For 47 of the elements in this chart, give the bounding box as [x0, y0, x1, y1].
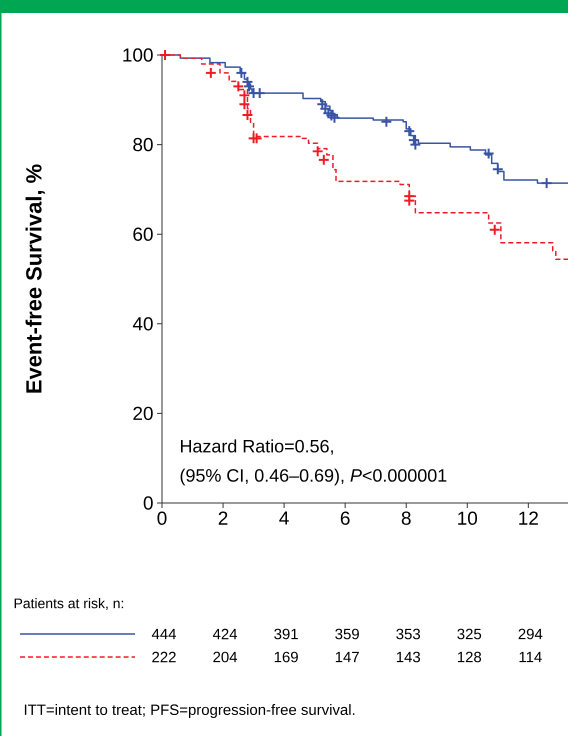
y-tick-label: 40	[132, 317, 153, 330]
point	[488, 224, 501, 236]
text: 143	[396, 652, 420, 662]
point	[204, 66, 217, 79]
point	[254, 87, 266, 100]
text: 424	[212, 628, 238, 640]
point	[241, 109, 254, 122]
x-tick-label: 6	[340, 511, 350, 525]
annotation: Hazard Ratio=0.56,	[180, 439, 333, 455]
text: 353	[396, 628, 420, 640]
y-tick-label: 100	[123, 48, 153, 62]
point	[250, 132, 263, 144]
text: 169	[274, 652, 298, 662]
x-tick-label: 8	[402, 511, 411, 525]
text: 359	[335, 628, 359, 640]
point	[482, 148, 495, 160]
point	[380, 116, 392, 128]
x-tick-label: 2	[218, 511, 228, 525]
y-axis-title: Event-free Survival, %	[26, 164, 45, 393]
text: 147	[336, 652, 359, 662]
y-tick-label: 80	[133, 138, 153, 152]
text: 204	[213, 652, 238, 662]
y-tick-label: 0	[144, 496, 153, 510]
point	[492, 163, 504, 176]
point	[235, 66, 248, 79]
annotation: (95% CI, 0.46–0.69), P<0.000001	[180, 468, 446, 486]
x-tick-label: 12	[519, 511, 538, 525]
point	[159, 49, 172, 61]
text: ITT=intent to treat; PFS=progression-free survival.	[24, 704, 354, 718]
y-tick-label: 60	[133, 227, 153, 241]
y-tick-label: 20	[133, 406, 153, 420]
text: 294	[518, 628, 542, 640]
text: 114	[520, 652, 542, 662]
text: 128	[458, 652, 482, 662]
x-tick-label: 4	[279, 512, 289, 525]
text: Patients at risk, n:	[14, 598, 124, 610]
text: 222	[152, 652, 176, 662]
text: 444	[152, 628, 176, 640]
point	[403, 125, 416, 138]
point	[238, 98, 250, 110]
text: 325	[457, 628, 482, 640]
text: 391	[274, 628, 298, 640]
point	[232, 80, 244, 92]
point	[238, 89, 250, 102]
x-tick-label: 0	[157, 511, 167, 525]
x-tick-label: 10	[458, 511, 478, 525]
point	[540, 177, 553, 190]
